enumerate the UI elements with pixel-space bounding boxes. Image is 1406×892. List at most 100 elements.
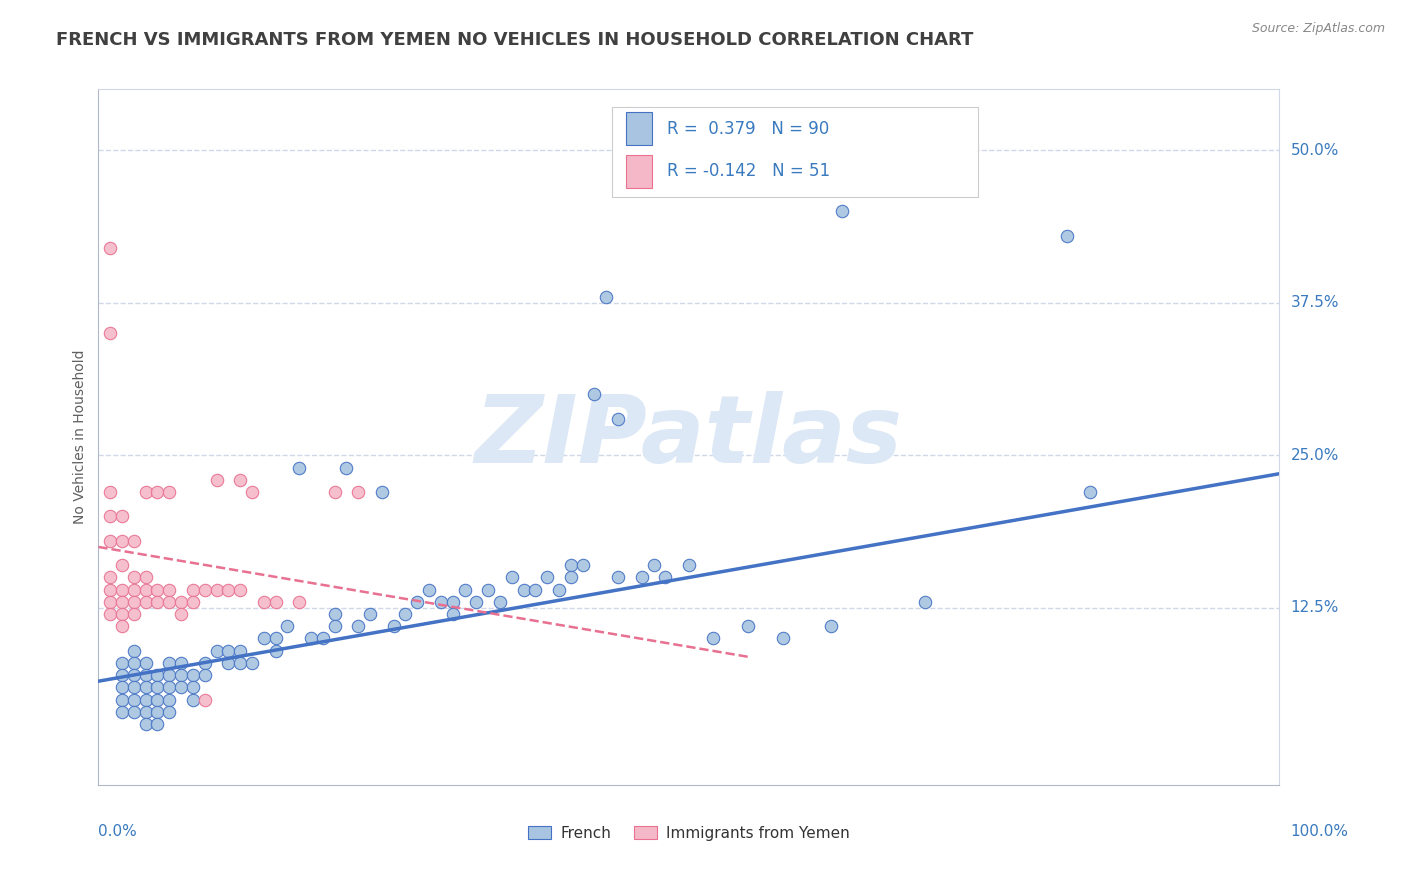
- Point: [146, 681, 169, 695]
- Text: R =  0.379   N = 90: R = 0.379 N = 90: [666, 120, 828, 137]
- Point: [135, 717, 157, 731]
- Point: [205, 582, 228, 597]
- Bar: [626, 112, 652, 145]
- Point: [98, 326, 121, 341]
- Bar: [626, 154, 652, 188]
- Point: [512, 582, 534, 597]
- Point: [347, 485, 370, 500]
- Point: [135, 668, 157, 682]
- Text: 25.0%: 25.0%: [1291, 448, 1339, 463]
- Point: [135, 485, 157, 500]
- Point: [359, 607, 381, 621]
- Point: [122, 570, 145, 584]
- Point: [111, 692, 134, 706]
- Point: [914, 595, 936, 609]
- Point: [253, 632, 276, 646]
- Point: [122, 643, 145, 657]
- Point: [146, 717, 169, 731]
- Point: [157, 595, 180, 609]
- Point: [264, 643, 287, 657]
- Text: 100.0%: 100.0%: [1291, 824, 1348, 838]
- Point: [111, 656, 134, 670]
- Point: [347, 619, 370, 633]
- Point: [181, 595, 204, 609]
- Point: [299, 632, 322, 646]
- Point: [122, 705, 145, 719]
- Point: [217, 643, 239, 657]
- Point: [229, 473, 252, 487]
- Text: 0.0%: 0.0%: [98, 824, 138, 838]
- Point: [170, 607, 193, 621]
- Point: [678, 558, 700, 573]
- Point: [111, 509, 134, 524]
- Point: [135, 692, 157, 706]
- Point: [157, 692, 180, 706]
- Point: [122, 582, 145, 597]
- Point: [323, 485, 346, 500]
- Point: [98, 241, 121, 255]
- Point: [98, 582, 121, 597]
- Point: [146, 668, 169, 682]
- Point: [181, 681, 204, 695]
- Point: [122, 656, 145, 670]
- Point: [122, 533, 145, 548]
- Point: [111, 607, 134, 621]
- Point: [181, 668, 204, 682]
- Point: [630, 570, 652, 584]
- Point: [135, 595, 157, 609]
- Point: [111, 533, 134, 548]
- Point: [607, 411, 630, 425]
- Point: [111, 595, 134, 609]
- Point: [194, 582, 217, 597]
- Point: [157, 485, 180, 500]
- Point: [157, 705, 180, 719]
- Point: [430, 595, 453, 609]
- Point: [111, 619, 134, 633]
- Point: [98, 533, 121, 548]
- Point: [1080, 485, 1102, 500]
- Point: [229, 656, 252, 670]
- Text: FRENCH VS IMMIGRANTS FROM YEMEN NO VEHICLES IN HOUSEHOLD CORRELATION CHART: FRENCH VS IMMIGRANTS FROM YEMEN NO VEHIC…: [56, 31, 973, 49]
- Point: [98, 485, 121, 500]
- Point: [583, 387, 606, 401]
- Bar: [612, 106, 979, 197]
- Point: [98, 570, 121, 584]
- Y-axis label: No Vehicles in Household: No Vehicles in Household: [73, 350, 87, 524]
- Point: [571, 558, 593, 573]
- Text: 50.0%: 50.0%: [1291, 143, 1339, 158]
- Point: [394, 607, 416, 621]
- Point: [465, 595, 488, 609]
- Point: [548, 582, 571, 597]
- Point: [489, 595, 512, 609]
- Point: [1056, 228, 1078, 243]
- Point: [453, 582, 475, 597]
- Point: [240, 485, 263, 500]
- Point: [135, 705, 157, 719]
- Point: [820, 619, 842, 633]
- Point: [288, 595, 311, 609]
- Point: [371, 485, 394, 500]
- Point: [253, 595, 276, 609]
- Point: [146, 692, 169, 706]
- Point: [229, 643, 252, 657]
- Point: [643, 558, 665, 573]
- Point: [170, 668, 193, 682]
- Point: [157, 681, 180, 695]
- Point: [111, 582, 134, 597]
- Point: [607, 570, 630, 584]
- Point: [264, 595, 287, 609]
- Point: [111, 705, 134, 719]
- Point: [560, 570, 582, 584]
- Point: [146, 705, 169, 719]
- Point: [654, 570, 676, 584]
- Point: [111, 668, 134, 682]
- Point: [205, 473, 228, 487]
- Point: [276, 619, 298, 633]
- Point: [111, 681, 134, 695]
- Point: [146, 582, 169, 597]
- Point: [312, 632, 335, 646]
- Point: [170, 595, 193, 609]
- Point: [170, 681, 193, 695]
- Point: [194, 668, 217, 682]
- Point: [501, 570, 523, 584]
